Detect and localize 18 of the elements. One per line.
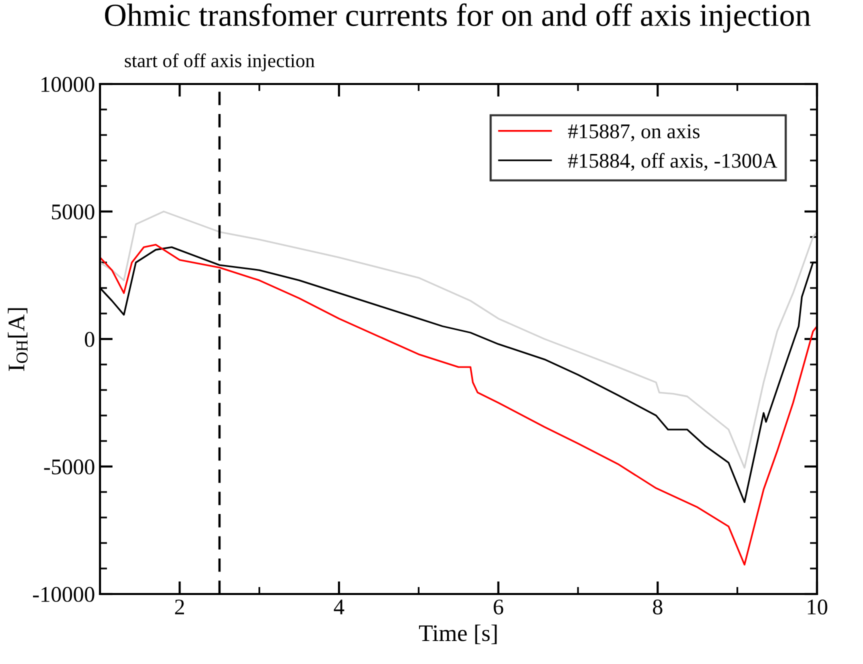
ref-line-label: start of off axis injection — [124, 53, 315, 72]
x-tick-label: 8 — [652, 600, 662, 614]
x-axis-title: Time [s] — [419, 624, 497, 644]
x-tick-label: 10 — [808, 600, 828, 614]
chart-title: Ohmic transfomer currents for on and off axis injection — [105, 3, 811, 33]
y-tick-label: 5000 — [52, 204, 94, 220]
legend-label: #15884, off axis, -1300A — [568, 152, 778, 171]
line-series — [100, 210, 817, 469]
x-tick-label: 6 — [494, 600, 504, 614]
x-tick-label: 4 — [334, 600, 344, 614]
x-tick-label: 2 — [175, 600, 184, 614]
y-tick-label: 0 — [84, 332, 94, 347]
y-tick-label: -10000 — [33, 586, 94, 602]
y-axis-title: I$_{OH}$[A] — [8, 308, 28, 371]
legend-label: #15887, on axis — [568, 124, 700, 142]
y-tick-label: 10000 — [42, 76, 94, 92]
y-tick-label: -5000 — [44, 459, 94, 474]
line-series — [100, 244, 817, 566]
